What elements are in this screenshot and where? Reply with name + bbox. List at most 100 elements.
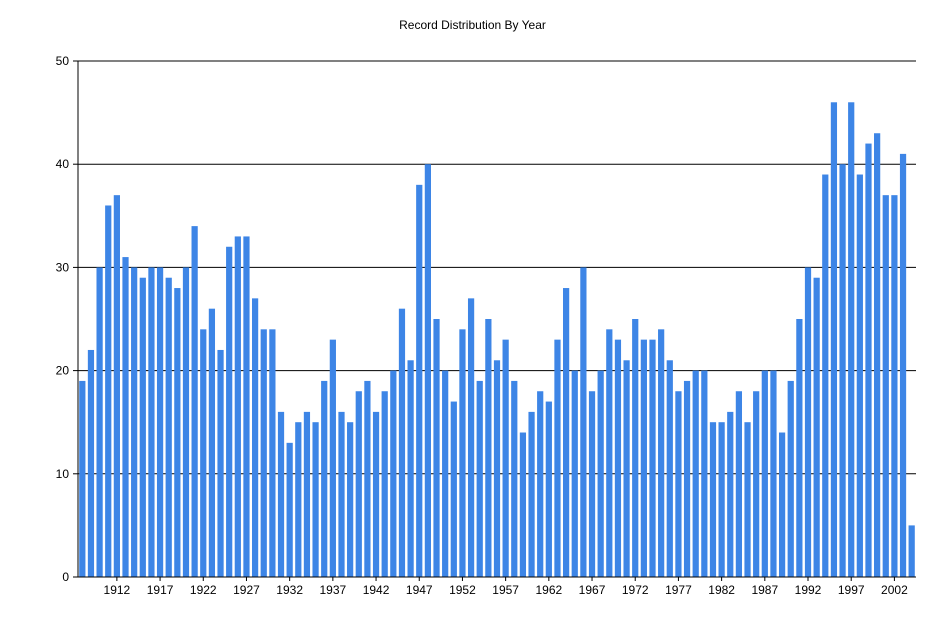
y-tick-label: 10	[56, 467, 70, 481]
bar	[355, 391, 362, 577]
bar	[381, 391, 388, 577]
bar	[424, 164, 431, 577]
x-tick-label: 1977	[665, 583, 692, 597]
bar	[666, 360, 673, 577]
bar	[899, 153, 907, 577]
bar	[908, 525, 915, 577]
bar	[433, 319, 440, 577]
bar	[329, 339, 336, 577]
bar	[701, 370, 708, 577]
bar	[787, 380, 794, 577]
bar	[347, 422, 354, 577]
bar	[156, 267, 164, 577]
bar	[822, 174, 829, 577]
x-tick-label: 1932	[276, 583, 303, 597]
bar	[295, 422, 302, 577]
bar	[174, 288, 181, 577]
bar	[778, 432, 786, 577]
bar	[554, 339, 561, 577]
x-tick-label: 1972	[622, 583, 649, 597]
bar	[113, 195, 120, 577]
y-tick-label: 40	[56, 157, 70, 171]
bar	[692, 370, 699, 577]
bar	[753, 391, 760, 577]
bar	[122, 257, 129, 577]
bar	[398, 308, 406, 577]
bar	[277, 411, 285, 577]
bar	[874, 133, 881, 578]
bar	[269, 329, 276, 577]
y-tick-label: 20	[56, 364, 70, 378]
bar	[131, 267, 138, 577]
x-tick-label: 1917	[147, 583, 174, 597]
bar	[476, 380, 483, 577]
x-tick-label: 1912	[104, 583, 131, 597]
bar	[865, 143, 872, 577]
bar	[839, 164, 846, 577]
x-tick-label: 1922	[190, 583, 217, 597]
bar	[251, 298, 259, 577]
bar	[321, 380, 328, 577]
bar	[563, 288, 570, 577]
bar	[148, 267, 155, 577]
bar	[226, 246, 233, 577]
bar	[649, 339, 656, 577]
bar	[87, 349, 95, 577]
x-tick-label: 1952	[449, 583, 476, 597]
bar	[856, 174, 863, 577]
bar	[407, 360, 414, 577]
bar	[286, 442, 293, 577]
x-tick-label: 1987	[751, 583, 778, 597]
bar	[312, 422, 319, 577]
bar	[658, 329, 665, 577]
bar	[718, 422, 725, 577]
bar	[848, 102, 855, 577]
bar	[442, 370, 449, 577]
bar-series	[79, 102, 915, 578]
bar	[182, 267, 190, 577]
bar	[493, 360, 501, 577]
bar	[390, 370, 397, 577]
x-tick-label: 1927	[233, 583, 260, 597]
bar	[614, 339, 622, 577]
bar	[761, 370, 768, 577]
bar	[416, 184, 423, 577]
bar	[588, 391, 596, 577]
axes	[73, 60, 916, 581]
x-tick-label: 1992	[795, 583, 822, 597]
bar	[830, 102, 838, 577]
bar	[545, 401, 552, 577]
bar	[364, 380, 371, 577]
x-tick-label: 1982	[708, 583, 735, 597]
bar	[882, 195, 889, 577]
bar	[338, 411, 345, 577]
bar	[208, 308, 216, 577]
bar	[770, 370, 777, 577]
x-tick-label: 1957	[492, 583, 519, 597]
x-tick-label: 1962	[535, 583, 562, 597]
chart-title: Record Distribution By Year	[399, 18, 546, 32]
bar	[450, 401, 457, 577]
bar	[744, 422, 751, 577]
x-tick-label: 1967	[579, 583, 606, 597]
bar	[511, 380, 518, 577]
y-tick-label: 0	[62, 570, 69, 584]
bar	[139, 277, 146, 577]
bar	[165, 277, 172, 577]
bar	[597, 370, 604, 577]
bar	[303, 411, 311, 577]
bar	[485, 319, 492, 577]
bar	[519, 432, 527, 577]
bar	[200, 329, 207, 577]
bar	[459, 329, 466, 577]
y-tick-label: 50	[56, 54, 70, 68]
bar	[243, 236, 250, 577]
bar	[571, 370, 578, 577]
x-tick-label: 1942	[363, 583, 390, 597]
bar	[191, 226, 198, 577]
bar	[640, 339, 647, 577]
x-tick-label: 1937	[320, 583, 347, 597]
bar	[537, 391, 544, 577]
bar	[796, 319, 803, 577]
bar	[623, 360, 630, 577]
